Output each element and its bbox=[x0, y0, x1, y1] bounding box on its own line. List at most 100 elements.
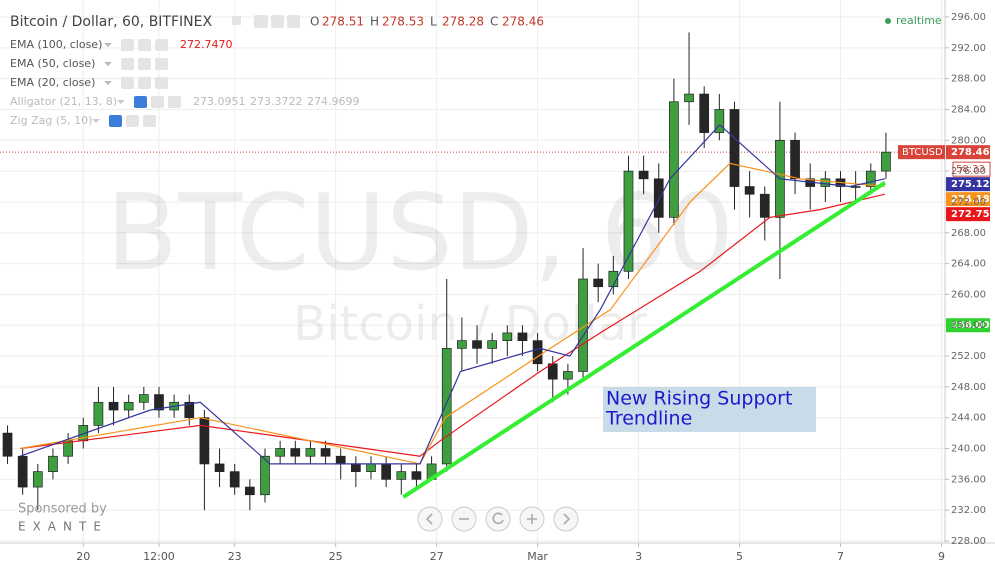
icon[interactable] bbox=[271, 15, 284, 28]
symbol-title: Bitcoin / Dollar, 60, BITFINEX bbox=[10, 14, 212, 30]
legend-value: 272.7470 bbox=[180, 38, 233, 51]
y-tick-label: 260.00 bbox=[951, 289, 986, 300]
quote-key: H bbox=[370, 15, 379, 29]
candle-body bbox=[502, 332, 513, 341]
legend-icon[interactable] bbox=[138, 77, 151, 89]
price-tag bbox=[946, 145, 990, 160]
quote: O 278.51 H 278.53 L 278.28 C 278.46 bbox=[310, 15, 544, 29]
candle-body bbox=[517, 332, 528, 341]
legend-icon[interactable] bbox=[155, 39, 168, 51]
x-tick-label: 25 bbox=[329, 550, 343, 563]
legend-icon[interactable] bbox=[151, 96, 164, 108]
symbol-tag[interactable] bbox=[898, 145, 945, 160]
ema-line bbox=[19, 162, 885, 465]
y-tick-label: 292.00 bbox=[951, 43, 986, 54]
x-tick-label: 5 bbox=[736, 550, 743, 563]
legend-icon[interactable] bbox=[155, 58, 168, 70]
candle-body bbox=[820, 178, 831, 187]
candle-body bbox=[32, 471, 43, 488]
candle-body bbox=[684, 93, 694, 103]
candle-body bbox=[578, 278, 588, 372]
candle-body bbox=[638, 170, 649, 180]
candle-body bbox=[865, 170, 876, 187]
icon[interactable] bbox=[232, 16, 241, 25]
y-tick-label: 272.00 bbox=[951, 197, 986, 208]
legend-icon[interactable] bbox=[134, 96, 147, 108]
glyph bbox=[425, 513, 433, 525]
candle-body bbox=[260, 455, 270, 496]
candle-body bbox=[759, 193, 770, 218]
legend-icon[interactable] bbox=[143, 115, 156, 127]
legend-caret bbox=[104, 43, 112, 47]
x-tick-label: Mar bbox=[527, 550, 548, 563]
marks bbox=[0, 32, 945, 511]
legend-icon[interactable] bbox=[121, 58, 134, 70]
y-tick-label: 264.00 bbox=[951, 259, 986, 270]
legend-icon[interactable] bbox=[121, 39, 134, 51]
candle-body bbox=[93, 401, 104, 426]
legend-icon[interactable] bbox=[126, 115, 139, 127]
legend-name: Alligator (21, 13, 8) bbox=[10, 95, 117, 108]
candle-body bbox=[487, 340, 498, 349]
candle-body bbox=[138, 394, 149, 403]
y-tick-label: 248.00 bbox=[951, 382, 986, 393]
watermark-sub: Bitcoin / Dollar bbox=[293, 296, 647, 352]
quote-value: 278.51 bbox=[322, 15, 364, 29]
legend-name: Zig Zag (5, 10) bbox=[10, 114, 92, 127]
legend-icon[interactable] bbox=[121, 77, 134, 89]
y-tick-label: 296.00 bbox=[951, 12, 986, 23]
reset[interactable] bbox=[485, 506, 511, 532]
legend-value: 273.0951 bbox=[193, 95, 246, 108]
candle-body bbox=[472, 340, 482, 349]
legend-icon[interactable] bbox=[168, 96, 181, 108]
candle-body bbox=[744, 186, 755, 195]
annotation-text: Trendline bbox=[605, 408, 692, 430]
nav-glyphs bbox=[425, 512, 571, 525]
candle-body bbox=[563, 371, 573, 380]
price-tag-text: 275.12 bbox=[951, 179, 990, 190]
y-tick-label: 288.00 bbox=[951, 74, 986, 85]
x-tick-label: 12:00 bbox=[143, 550, 175, 563]
x-tick-label: 9 bbox=[938, 550, 945, 563]
candle-body bbox=[457, 340, 467, 349]
candle-body bbox=[729, 109, 740, 187]
icon[interactable] bbox=[287, 15, 300, 28]
y-tick-label: 268.00 bbox=[951, 228, 986, 239]
candle-body bbox=[199, 417, 210, 465]
sponsor-name[interactable]: EXANTE bbox=[18, 520, 108, 534]
candle-body bbox=[48, 455, 58, 472]
candle-body bbox=[335, 455, 346, 465]
candle-body bbox=[275, 448, 285, 457]
x-tick-label: 7 bbox=[837, 550, 844, 563]
candle-body bbox=[123, 401, 134, 411]
candle-body bbox=[108, 401, 119, 411]
x-tick-label: 23 bbox=[228, 550, 242, 563]
candle-body bbox=[154, 394, 164, 411]
candle-body bbox=[790, 139, 800, 180]
x-tick-label: 27 bbox=[430, 550, 444, 563]
candle-body bbox=[699, 93, 710, 133]
icon[interactable] bbox=[254, 15, 268, 28]
y-tick-label: 276.00 bbox=[951, 166, 986, 177]
legend-icon[interactable] bbox=[138, 58, 151, 70]
legend: EMA (100, close) 272.7470 EMA (50, close) E… bbox=[10, 38, 360, 127]
legend-name: EMA (50, close) bbox=[10, 57, 95, 70]
candle-body bbox=[396, 471, 407, 480]
scroll-right[interactable] bbox=[553, 506, 579, 532]
candle-body bbox=[229, 471, 240, 488]
legend-icon[interactable] bbox=[155, 77, 168, 89]
y-tick-label: 244.00 bbox=[951, 413, 986, 424]
scroll-left[interactable] bbox=[417, 506, 443, 532]
legend-icon[interactable] bbox=[138, 39, 151, 51]
legend-caret bbox=[104, 62, 112, 66]
sponsor-label: Sponsored by bbox=[18, 502, 107, 517]
y-tick-label: 280.00 bbox=[951, 135, 986, 146]
legend-caret bbox=[104, 81, 112, 85]
price-tag-text: 278.46 bbox=[951, 147, 990, 158]
glyph bbox=[527, 514, 537, 524]
candle-body bbox=[623, 170, 634, 272]
legend-name: EMA (100, close) bbox=[10, 38, 102, 51]
legend-icon[interactable] bbox=[109, 115, 122, 127]
